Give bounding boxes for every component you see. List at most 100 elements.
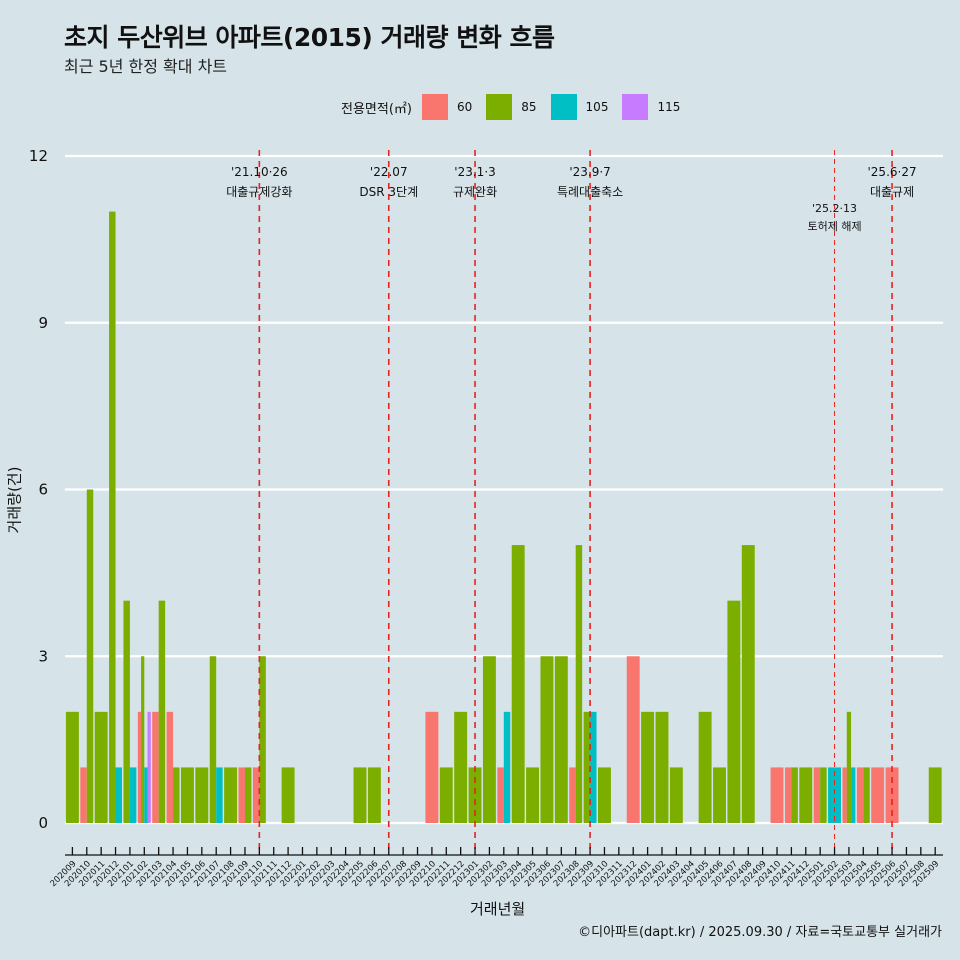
bar-202010-60 (80, 767, 87, 823)
y-tick-label: 12 (29, 147, 48, 165)
bar-202212-85 (454, 711, 468, 823)
bar-202401-85 (641, 711, 655, 823)
bar-202110-85 (259, 656, 266, 823)
event-lines (258, 150, 893, 855)
bar-202407-85 (727, 600, 741, 823)
bar-202211-85 (439, 767, 453, 823)
y-tick-label: 6 (38, 481, 48, 499)
bar-202504-60 (856, 767, 864, 823)
bar-202103-60 (152, 711, 159, 823)
bar-202012-85 (109, 211, 116, 824)
bar-202101-105 (129, 767, 137, 823)
bar-202502-105 (828, 767, 842, 823)
caption: ©디아파트(dapt.kr) / 2025.09.30 / 자료=국토교통부 실… (578, 925, 942, 940)
event-text-202309: 특례대출축소 (557, 185, 623, 199)
legend-item-105: 105 (550, 94, 623, 120)
bar-202109-60 (238, 767, 245, 823)
bar-202308-85 (575, 545, 583, 823)
bar-202501-60 (813, 767, 821, 823)
bar-202306-85 (540, 656, 554, 823)
bar-202503-85 (846, 711, 852, 823)
legend-item-60: 60 (421, 94, 486, 120)
legend-label-105: 105 (585, 100, 609, 114)
bar-202411-60 (784, 767, 792, 823)
bar-202109-85 (244, 767, 252, 823)
x-axis: 2020092020102020112020122021012021022021… (49, 847, 943, 889)
bar-202102-85 (141, 656, 145, 823)
bar-202305-85 (526, 767, 540, 823)
bar-202309-105 (590, 711, 597, 823)
bar-202411-85 (791, 767, 798, 823)
chart-subtitle: 최근 5년 한정 확대 차트 (64, 57, 228, 76)
legend-title: 전용면적(㎡) (341, 101, 412, 117)
bar-202108-85 (224, 767, 238, 823)
bar-202010-85 (86, 489, 94, 823)
event-annotations: '21.10·26 대출규제강화 '22.07 DSR 3단계 '23.1·3 규제완화 '… (226, 165, 916, 233)
bar-202503-105 (851, 767, 856, 823)
legend-swatch-105 (550, 94, 577, 120)
bar-202304-85 (511, 545, 525, 823)
bar-202102-60 (137, 711, 142, 823)
bar-202505-60 (871, 767, 885, 823)
bar-202102-105 (144, 767, 148, 823)
bar-202412-85 (799, 767, 813, 823)
bar-202105-85 (180, 767, 194, 823)
bar-202405-85 (698, 711, 712, 823)
event-date-202301: '23.1·3 (454, 165, 495, 179)
legend-label-85: 85 (521, 100, 537, 114)
bar-202106-85 (195, 767, 209, 823)
bars (65, 211, 942, 824)
bar-202102-115 (147, 711, 151, 823)
legend-item-115: 115 (622, 94, 694, 120)
event-text-202110: 대출규제강화 (226, 185, 292, 199)
y-tick-label: 0 (38, 814, 48, 832)
bar-202104-85 (173, 767, 180, 823)
bar-202509-85 (928, 767, 942, 823)
event-text-202506: 대출규제 (870, 185, 914, 199)
bar-202310-85 (597, 767, 611, 823)
bar-202101-85 (123, 600, 130, 823)
x-axis-label: 거래년월 (470, 900, 526, 918)
bar-202303-105 (503, 711, 511, 823)
bar-202103-85 (158, 600, 166, 823)
event-date-202309: '23.9·7 (569, 165, 610, 179)
bar-202009-85 (65, 711, 79, 823)
event-date-202502: '25.2·13 (812, 202, 857, 215)
bar-202312-60 (626, 656, 640, 823)
bar-202301-85 (468, 767, 482, 823)
legend-item-85: 85 (486, 94, 550, 120)
bar-202309-85 (583, 711, 591, 823)
bar-202403-85 (669, 767, 683, 823)
legend: 전용면적(㎡) 60 85 105 115 (341, 93, 694, 121)
legend-label-60: 60 (456, 100, 473, 114)
bar-202408-85 (741, 545, 755, 823)
bar-202402-85 (655, 711, 669, 823)
bar-202112-85 (281, 767, 295, 823)
bar-202506-60 (885, 767, 899, 823)
event-date-202506: '25.6·27 (868, 165, 917, 179)
bar-202307-85 (554, 656, 568, 823)
bar-202107-85 (209, 656, 217, 823)
event-date-202207: '22.07 (370, 165, 408, 179)
bar-202210-60 (425, 711, 439, 823)
bar-202302-85 (482, 656, 496, 823)
bar-202012-105 (115, 767, 123, 823)
event-text-202301: 규제완화 (453, 185, 497, 199)
bar-202206-85 (367, 767, 381, 823)
bar-202308-60 (569, 767, 576, 823)
event-date-202110: '21.10·26 (231, 165, 288, 179)
bar-202410-60 (770, 767, 784, 823)
bar-202110-60 (252, 767, 260, 823)
bar-202504-85 (863, 767, 870, 823)
bar-202104-60 (166, 711, 174, 823)
y-axis: 0 3 6 9 12 (29, 147, 48, 832)
bar-202303-60 (497, 767, 504, 823)
legend-swatch-85 (486, 94, 513, 120)
chart-title: 초지 두산위브 아파트(2015) 거래량 변화 흐름 (64, 23, 555, 52)
event-text-202207: DSR 3단계 (359, 185, 418, 199)
bar-202205-85 (353, 767, 367, 823)
y-tick-label: 3 (38, 647, 48, 665)
bar-202107-105 (216, 767, 223, 823)
bar-202503-60 (842, 767, 847, 823)
